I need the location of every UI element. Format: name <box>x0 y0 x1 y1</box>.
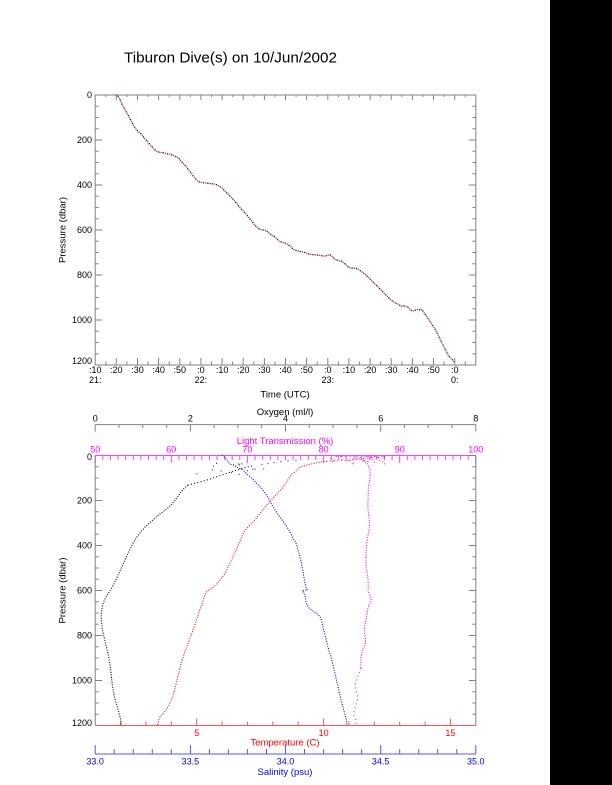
svg-text:Pressure (dbar): Pressure (dbar) <box>58 558 69 624</box>
svg-text::40: :40 <box>406 365 419 375</box>
svg-text:200: 200 <box>77 135 92 145</box>
svg-text::40: :40 <box>152 365 165 375</box>
svg-text:1000: 1000 <box>72 315 92 325</box>
svg-text::20: :20 <box>364 365 377 375</box>
svg-text::40: :40 <box>279 365 292 375</box>
svg-text::30: :30 <box>131 365 144 375</box>
svg-text:1000: 1000 <box>72 676 92 686</box>
svg-text:Tiburon Dive(s) on 10/Jun/2002: Tiburon Dive(s) on 10/Jun/2002 <box>124 50 337 67</box>
svg-text:33.5: 33.5 <box>182 756 200 766</box>
svg-text::0: :0 <box>451 365 459 375</box>
svg-text::50: :50 <box>300 365 313 375</box>
svg-text:400: 400 <box>77 541 92 551</box>
svg-text:6: 6 <box>378 414 383 424</box>
svg-text:22:: 22: <box>195 375 208 385</box>
svg-text:5: 5 <box>194 728 199 738</box>
svg-text:15: 15 <box>445 728 455 738</box>
svg-text:34.5: 34.5 <box>372 756 390 766</box>
svg-text:Salinity (psu): Salinity (psu) <box>258 767 313 778</box>
svg-text:800: 800 <box>77 270 92 280</box>
svg-text:Light Transmission (%): Light Transmission (%) <box>237 436 334 447</box>
svg-text:34.0: 34.0 <box>277 756 295 766</box>
svg-text::30: :30 <box>258 365 271 375</box>
svg-text:90: 90 <box>395 445 405 455</box>
svg-text:Pressure (dbar): Pressure (dbar) <box>58 197 69 263</box>
svg-text:0: 0 <box>93 414 98 424</box>
svg-text:4: 4 <box>283 414 288 424</box>
svg-text::0: :0 <box>197 365 205 375</box>
svg-text:200: 200 <box>77 496 92 506</box>
svg-text:0:: 0: <box>451 375 459 385</box>
svg-text:33.0: 33.0 <box>86 756 104 766</box>
svg-text:1200: 1200 <box>72 356 92 366</box>
svg-text:1200: 1200 <box>72 718 92 728</box>
svg-text:60: 60 <box>166 445 176 455</box>
svg-text:80: 80 <box>319 445 329 455</box>
svg-text::10: :10 <box>89 365 102 375</box>
svg-text::10: :10 <box>216 365 229 375</box>
svg-text:Time (UTC): Time (UTC) <box>260 390 309 401</box>
svg-text:400: 400 <box>77 180 92 190</box>
svg-text::20: :20 <box>110 365 123 375</box>
svg-text:2: 2 <box>188 414 193 424</box>
svg-text:800: 800 <box>77 631 92 641</box>
svg-text::30: :30 <box>385 365 398 375</box>
svg-text:100: 100 <box>468 445 483 455</box>
svg-text::20: :20 <box>237 365 250 375</box>
svg-text::10: :10 <box>343 365 356 375</box>
svg-text:35.0: 35.0 <box>467 756 485 766</box>
svg-text:10: 10 <box>319 728 329 738</box>
svg-text:50: 50 <box>90 445 100 455</box>
svg-text:Temperature (C): Temperature (C) <box>250 737 319 748</box>
svg-text:70: 70 <box>242 445 252 455</box>
svg-text:23:: 23: <box>322 375 335 385</box>
svg-text:21:: 21: <box>89 375 102 385</box>
svg-text:Oxygen (ml/l): Oxygen (ml/l) <box>257 407 313 418</box>
svg-text:8: 8 <box>473 414 478 424</box>
svg-text:0: 0 <box>87 90 92 100</box>
svg-text:0: 0 <box>87 452 92 462</box>
svg-text::50: :50 <box>427 365 440 375</box>
svg-text::50: :50 <box>174 365 187 375</box>
svg-text:600: 600 <box>77 225 92 235</box>
svg-text::0: :0 <box>324 365 332 375</box>
svg-text:600: 600 <box>77 586 92 596</box>
